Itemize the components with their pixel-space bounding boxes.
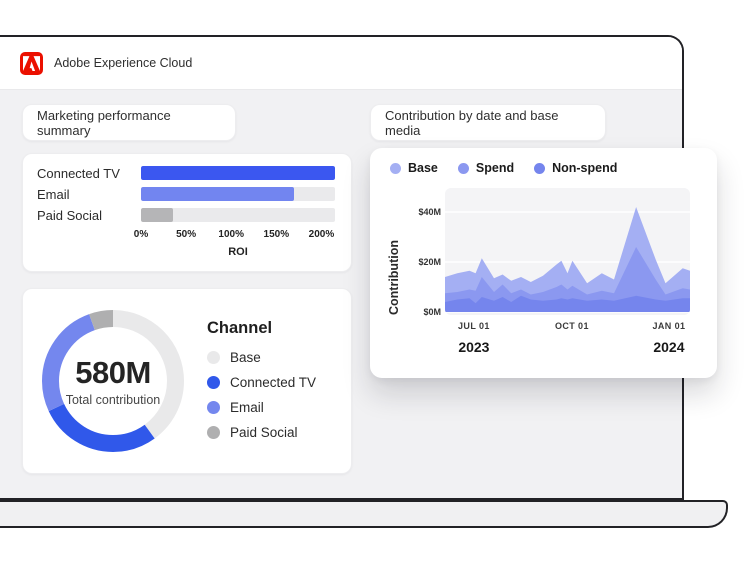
channel-legend-title: Channel bbox=[207, 319, 273, 337]
donut-chart-card: 580M Total contribution Channel Base Conn… bbox=[22, 288, 352, 474]
legend-dot-icon bbox=[207, 351, 220, 364]
area-x-axis: JUL 01 OCT 01 JAN 01 bbox=[445, 321, 690, 335]
roi-bar-row: Paid Social bbox=[37, 207, 335, 223]
year-label: 2024 bbox=[653, 339, 685, 355]
year-label: 2023 bbox=[458, 339, 490, 355]
roi-bar-row: Connected TV bbox=[37, 165, 335, 181]
donut-total-value: 580M bbox=[75, 355, 151, 390]
area-band-spend bbox=[445, 247, 690, 312]
area-x-tick: OCT 01 bbox=[554, 321, 589, 331]
area-legend-item[interactable]: Base bbox=[390, 161, 438, 175]
legend-dot-icon bbox=[207, 426, 220, 439]
roi-bar-label: Email bbox=[37, 186, 70, 202]
legend-label: Spend bbox=[475, 161, 515, 175]
legend-label: Email bbox=[230, 400, 264, 415]
laptop-base bbox=[0, 500, 728, 528]
adobe-logo bbox=[20, 51, 43, 75]
area-legend-item[interactable]: Non-spend bbox=[534, 161, 617, 175]
area-y-tick: $40M bbox=[418, 207, 441, 217]
stacked-area-series bbox=[445, 207, 690, 313]
roi-axis-tick: 200% bbox=[308, 229, 335, 240]
roi-bar-rows: Connected TV Email Paid Social bbox=[37, 165, 335, 223]
roi-bar-chart-card: Connected TV Email Paid Social 0% 50% 100% 15… bbox=[22, 153, 352, 272]
roi-x-axis-label: ROI bbox=[228, 246, 248, 258]
area-x-tick: JAN 01 bbox=[652, 321, 686, 331]
left-section-title: Marketing performance summary bbox=[22, 104, 236, 141]
area-y-axis-label: Contribution bbox=[387, 240, 401, 315]
adobe-a-icon bbox=[23, 55, 40, 71]
roi-bar-track bbox=[141, 166, 335, 180]
channel-legend-item[interactable]: Connected TV bbox=[207, 375, 316, 390]
channel-legend: Channel Base Connected TV Email Paid Social bbox=[207, 301, 316, 461]
area-band-non-spend bbox=[445, 295, 690, 312]
roi-bar-fill bbox=[141, 166, 335, 180]
app-topbar: Adobe Experience Cloud bbox=[0, 37, 682, 90]
legend-dot-icon bbox=[207, 401, 220, 414]
area-y-tick: $20M bbox=[418, 257, 441, 267]
roi-bar-track bbox=[141, 208, 335, 222]
channel-legend-item[interactable]: Base bbox=[207, 350, 316, 365]
donut-total-label: Total contribution bbox=[65, 393, 161, 407]
legend-dot-icon bbox=[390, 162, 401, 174]
roi-bar-fill bbox=[141, 187, 295, 201]
channel-legend-item[interactable]: Paid Social bbox=[207, 425, 316, 440]
area-year-labels: 2023 2024 bbox=[445, 339, 690, 355]
legend-label: Non-spend bbox=[552, 161, 618, 175]
donut-center: 580M Total contribution bbox=[39, 307, 187, 455]
contribution-area-chart-card: Base Spend Non-spend Contribution $0M $20M $… bbox=[370, 148, 717, 378]
legend-dot-icon bbox=[207, 376, 220, 389]
right-section-title-text: Contribution by date and base media bbox=[385, 107, 559, 138]
app-title: Adobe Experience Cloud bbox=[54, 56, 193, 70]
area-legend-item[interactable]: Spend bbox=[457, 161, 515, 175]
legend-label: Base bbox=[408, 161, 438, 175]
donut-slice-email bbox=[42, 310, 184, 452]
area-y-tick: $0M bbox=[423, 307, 441, 317]
legend-label: Base bbox=[230, 350, 261, 365]
roi-bar-label: Connected TV bbox=[37, 165, 120, 181]
roi-bar-row: Email bbox=[37, 186, 335, 202]
roi-bar-label: Paid Social bbox=[37, 207, 103, 223]
legend-label: Paid Social bbox=[230, 425, 298, 440]
legend-dot-icon bbox=[534, 162, 546, 174]
donut-chart: 580M Total contribution bbox=[39, 307, 187, 455]
left-section-title-text: Marketing performance summary bbox=[37, 107, 171, 138]
roi-bar-fill bbox=[141, 208, 173, 222]
channel-legend-item[interactable]: Email bbox=[207, 400, 316, 415]
donut-slice-connected-tv bbox=[42, 310, 184, 452]
legend-dot-icon bbox=[457, 162, 469, 174]
area-x-tick: JUL 01 bbox=[458, 321, 490, 331]
roi-x-axis: 0% 50% 100% 150% 200% bbox=[134, 229, 335, 242]
area-plot bbox=[445, 188, 690, 315]
roi-bar-track bbox=[141, 187, 335, 201]
donut-rings bbox=[42, 310, 184, 452]
legend-label: Connected TV bbox=[230, 375, 317, 390]
roi-axis-tick: 100% bbox=[218, 229, 245, 240]
roi-axis-tick: 0% bbox=[133, 229, 149, 240]
roi-axis-tick: 150% bbox=[263, 229, 290, 240]
area-chart-legend: Base Spend Non-spend bbox=[390, 158, 617, 178]
donut-slice-paid-social bbox=[42, 310, 184, 452]
roi-axis-tick: 50% bbox=[176, 229, 197, 240]
right-section-title: Contribution by date and base media bbox=[370, 104, 606, 141]
